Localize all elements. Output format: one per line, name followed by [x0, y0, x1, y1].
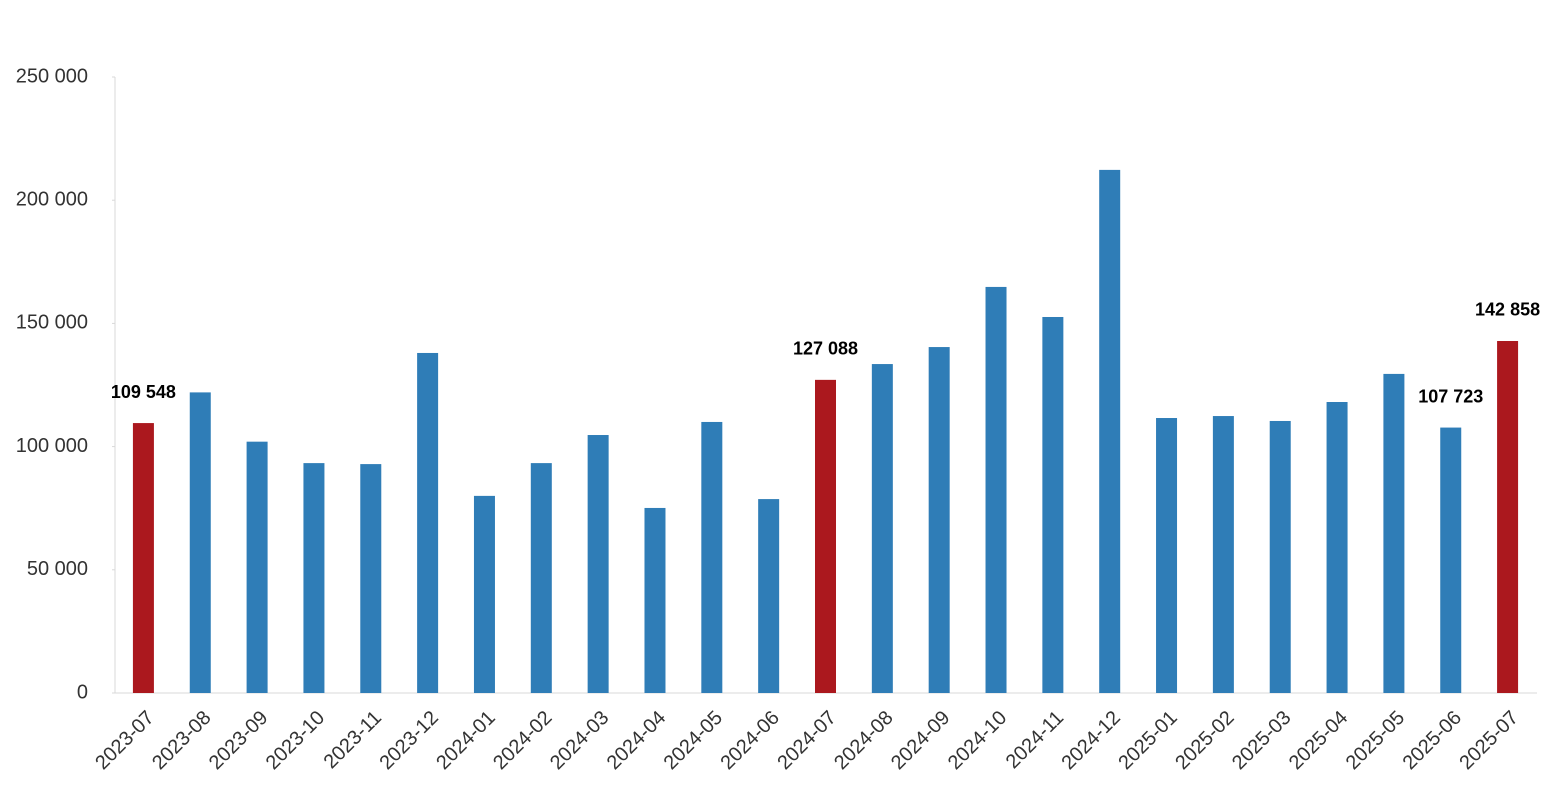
bar: [189, 392, 211, 693]
y-tick-label: 0: [77, 681, 88, 703]
x-tick-label: 2024-05: [660, 707, 727, 774]
value-label: 109 548: [111, 382, 176, 402]
x-tick-label: 2023-10: [262, 707, 329, 774]
bar: [985, 286, 1007, 693]
bar: [360, 464, 382, 693]
x-tick-label: 2025-04: [1285, 707, 1352, 774]
x-tick-label: 2024-11: [1002, 707, 1068, 773]
x-tick-label: 2023-12: [375, 707, 442, 774]
x-tick-label: 2024-04: [603, 707, 670, 774]
x-tick-label: 2023-11: [320, 707, 386, 773]
x-tick-label: 2024-02: [489, 707, 556, 774]
x-tick-label: 2024-10: [944, 707, 1011, 774]
y-tick-label: 100 000: [16, 435, 88, 457]
bar: [473, 495, 495, 693]
value-label: 142 858: [1475, 300, 1540, 320]
bar: [928, 347, 950, 693]
x-tick-label: 2025-05: [1342, 707, 1409, 774]
y-tick-label: 150 000: [16, 312, 88, 334]
bar: [1042, 316, 1064, 693]
bar: [644, 507, 666, 693]
bar: [303, 463, 325, 693]
y-tick-label: 50 000: [27, 558, 88, 580]
bar: [1497, 340, 1519, 693]
x-tick-label: 2025-01: [1114, 707, 1181, 774]
bar: [1383, 373, 1405, 693]
x-tick-label: 2023-09: [205, 707, 272, 774]
x-tick-label: 2024-03: [546, 707, 613, 774]
x-tick-label: 2024-09: [887, 707, 954, 774]
x-tick-label: 2025-03: [1228, 707, 1295, 774]
bar: [530, 463, 552, 693]
bar: [815, 379, 836, 693]
bar: [871, 364, 893, 693]
value-label: 127 088: [793, 339, 858, 359]
x-tick-label: 2025-07: [1455, 707, 1522, 774]
x-tick-label: 2023-08: [148, 707, 215, 774]
x-tick-label: 2024-06: [716, 707, 783, 774]
bar: [132, 423, 154, 693]
bar: [1212, 416, 1234, 693]
x-tick-label: 2024-08: [830, 707, 897, 774]
bar: [758, 499, 780, 693]
bar: [1326, 402, 1348, 693]
bar: [1269, 420, 1291, 693]
value-label: 107 723: [1418, 386, 1483, 406]
bar: [1440, 427, 1462, 693]
bar: [1099, 169, 1121, 693]
bar: [246, 441, 268, 693]
y-tick-label: 200 000: [16, 188, 88, 210]
y-tick-label: 250 000: [16, 65, 88, 87]
x-tick-label: 2024-01: [432, 707, 499, 774]
bar: [587, 435, 609, 693]
x-tick-label: 2023-07: [91, 707, 158, 774]
x-tick-label: 2025-02: [1171, 707, 1238, 774]
bar: [701, 421, 723, 693]
bar: [1156, 418, 1178, 693]
x-tick-label: 2024-12: [1058, 707, 1125, 774]
x-tick-label: 2024-07: [773, 707, 840, 774]
x-tick-label: 2025-06: [1399, 707, 1466, 774]
bar: [417, 352, 439, 693]
